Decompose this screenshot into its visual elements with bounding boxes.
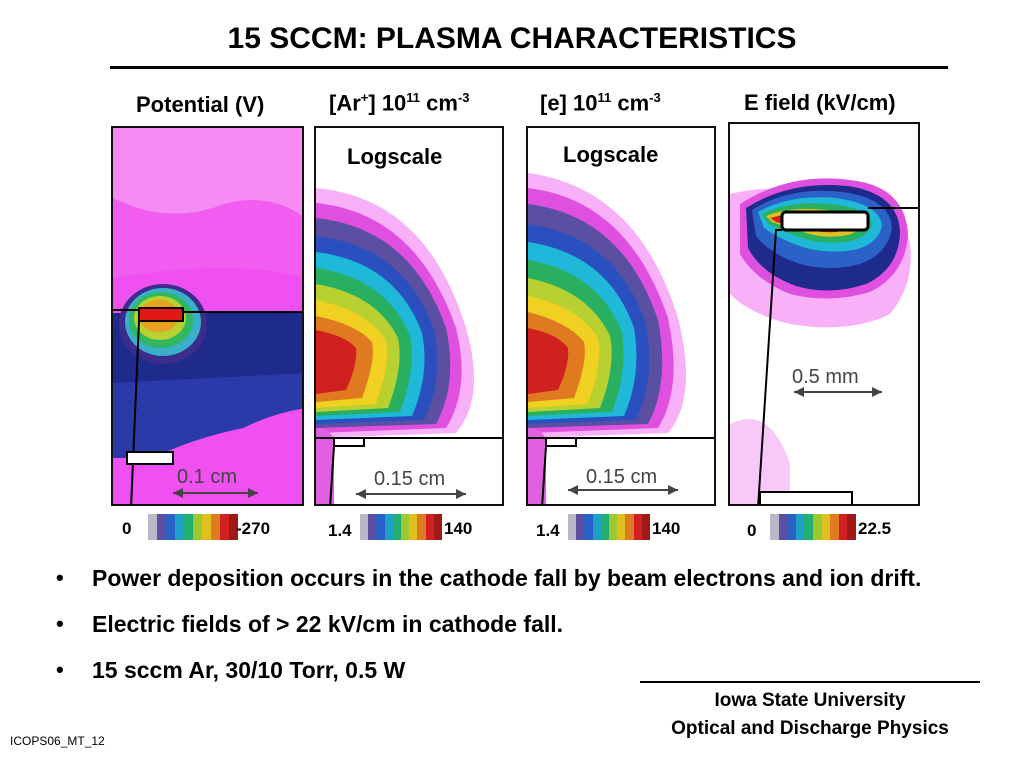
scale-bar-label: 0.15 cm bbox=[586, 466, 658, 488]
bullet-dot-icon: • bbox=[56, 657, 64, 682]
colorbar-swatch bbox=[633, 514, 642, 540]
colorbar-max-label: 140 bbox=[444, 519, 473, 538]
logscale-label: Logscale bbox=[347, 144, 443, 169]
scale-bar-label: 0.1 cm bbox=[177, 466, 238, 488]
colorbar-swatch bbox=[778, 514, 788, 540]
colorbar-swatch bbox=[847, 514, 856, 540]
group-name: Optical and Discharge Physics bbox=[671, 718, 949, 739]
colorbar-swatch bbox=[360, 514, 369, 540]
colorbar-swatch bbox=[795, 514, 805, 540]
colorbar-swatch bbox=[425, 514, 434, 540]
colorbar-swatch bbox=[166, 514, 175, 540]
colorbar-swatch bbox=[157, 514, 166, 540]
colorbar-swatch bbox=[812, 514, 822, 540]
institution-name: Iowa State University bbox=[714, 690, 906, 711]
panel-title-ar-density: [Ar+] 1011 cm-3 bbox=[329, 90, 470, 116]
colorbar-max-label: 140 bbox=[652, 519, 681, 538]
colorbar-swatch bbox=[392, 514, 402, 540]
ar-density-contour-plot: 0.15 cm bbox=[314, 126, 504, 506]
footer-divider bbox=[640, 681, 980, 683]
colorbar-swatch bbox=[211, 514, 220, 540]
panel-title-potential: Potential (V) bbox=[136, 92, 265, 117]
colorbar-swatch bbox=[184, 514, 193, 540]
slide-id: ICOPS06_MT_12 bbox=[10, 734, 105, 748]
colorbar-swatch bbox=[401, 514, 410, 540]
colorbar-swatch bbox=[202, 514, 211, 540]
colorbar-min-label: 0 bbox=[747, 521, 757, 540]
colorbar-swatch bbox=[830, 514, 839, 540]
logscale-label: Logscale bbox=[563, 142, 659, 167]
colorbar-swatch bbox=[600, 514, 610, 540]
potential-colorbar bbox=[148, 514, 238, 540]
colorbar-min-label: 0 bbox=[122, 519, 132, 538]
colorbar-swatch bbox=[821, 514, 831, 540]
colorbar-swatch bbox=[787, 514, 796, 540]
colorbar-min-label: 1.4 bbox=[328, 521, 352, 540]
scale-bar-label: 0.5 mm bbox=[792, 366, 859, 388]
bullet-dot-icon: • bbox=[56, 565, 64, 590]
colorbar-swatch bbox=[804, 514, 813, 540]
colorbar-max-label: 22.5 bbox=[858, 519, 892, 538]
colorbar-swatch bbox=[384, 514, 393, 540]
bullet-item: • Power deposition occurs in the cathode … bbox=[56, 565, 922, 591]
panel-title-e-field: E field (kV/cm) bbox=[744, 90, 896, 115]
e-density-colorbar bbox=[568, 514, 651, 540]
colorbar-max-label: -270 bbox=[236, 519, 271, 538]
colorbar-min-label: 1.4 bbox=[536, 521, 560, 540]
e-field-contour-plot: 0.5 mm bbox=[728, 122, 920, 506]
bullet-dot-icon: • bbox=[56, 611, 64, 636]
colorbar-swatch bbox=[617, 514, 626, 540]
colorbar-swatch bbox=[625, 514, 634, 540]
colorbar-swatch bbox=[175, 514, 184, 540]
colorbar-swatch bbox=[193, 514, 202, 540]
e-density-contour-plot: 0.15 cm bbox=[526, 126, 716, 506]
scale-bar-label: 0.15 cm bbox=[374, 468, 446, 490]
colorbar-swatch bbox=[770, 514, 779, 540]
colorbar-swatch bbox=[641, 514, 651, 540]
colorbar-swatch bbox=[376, 514, 385, 540]
title-divider bbox=[110, 66, 948, 69]
colorbar-swatch bbox=[417, 514, 426, 540]
colorbar-swatch bbox=[229, 514, 238, 540]
colorbar-swatch bbox=[433, 514, 443, 540]
colorbar-swatch bbox=[576, 514, 585, 540]
colorbar-swatch bbox=[584, 514, 593, 540]
colorbar-swatch bbox=[148, 514, 157, 540]
bullet-item: • 15 sccm Ar, 30/10 Torr, 0.5 W bbox=[56, 657, 406, 683]
e-field-colorbar bbox=[770, 514, 856, 540]
bullet-item: • Electric fields of > 22 kV/cm in cathod… bbox=[56, 611, 564, 637]
colorbar-swatch bbox=[409, 514, 418, 540]
colorbar-swatch bbox=[568, 514, 577, 540]
panel-title-e-density: [e] 1011 cm-3 bbox=[540, 90, 661, 116]
colorbar-swatch bbox=[592, 514, 601, 540]
colorbar-swatch bbox=[220, 514, 229, 540]
potential-contour-plot: 0.1 cm bbox=[111, 126, 304, 506]
ar-density-colorbar bbox=[360, 514, 443, 540]
slide-title: 15 SCCM: PLASMA CHARACTERISTICS bbox=[227, 22, 797, 55]
colorbar-swatch bbox=[609, 514, 618, 540]
bullet-list: • Power deposition occurs in the cathode … bbox=[50, 563, 1010, 701]
colorbar-swatch bbox=[838, 514, 848, 540]
colorbar-swatch bbox=[368, 514, 377, 540]
